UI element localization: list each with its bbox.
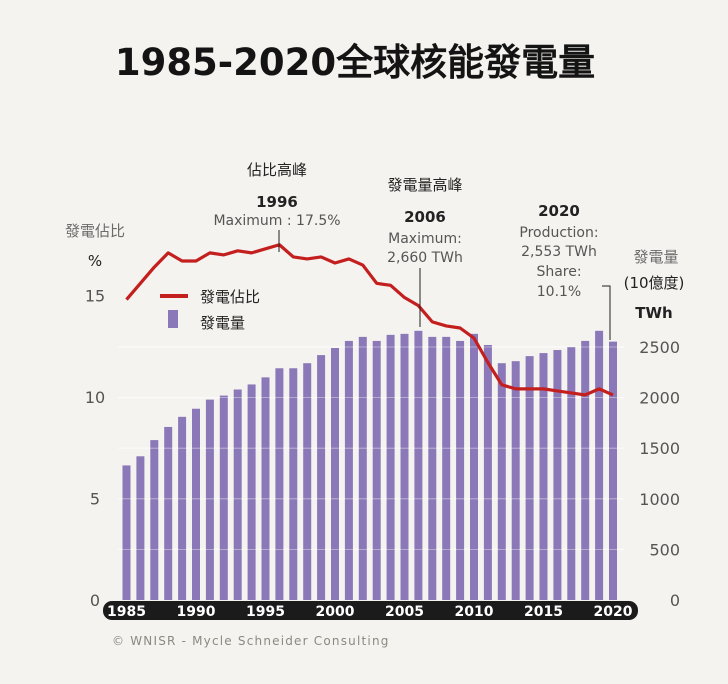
x-axis-band — [103, 601, 638, 620]
right-tick-label: 0 — [670, 591, 680, 610]
left-tick-label: 10 — [85, 388, 105, 407]
production-bar — [609, 341, 617, 600]
left-tick-label: 0 — [90, 591, 100, 610]
production-bar — [247, 384, 256, 600]
share-line — [125, 243, 614, 397]
share-line-group — [125, 243, 614, 397]
legend-bar-swatch — [168, 310, 178, 328]
legend-label-share: 發電佔比 — [200, 288, 260, 306]
production-bar — [192, 408, 200, 600]
latest-year: 2020 — [538, 202, 580, 220]
right-axis-unit: TWh — [635, 304, 672, 322]
x-axis-ticks: 1985 1990 1995 2000 2005 2010 2015 2020 — [107, 604, 633, 620]
production-bar — [525, 356, 534, 600]
production-bar — [289, 368, 298, 600]
latest-line2: 2,553 TWh — [521, 244, 597, 260]
production-bar — [303, 363, 312, 600]
left-tick-label: 15 — [85, 287, 105, 306]
production-bar — [122, 465, 131, 600]
right-tick-label: 2500 — [639, 338, 680, 357]
peak-prod-header: 發電量高峰 — [387, 176, 462, 194]
right-tick-label: 500 — [649, 540, 680, 559]
x-tick-label: 2015 — [524, 604, 563, 620]
bars-group — [118, 330, 624, 600]
x-tick-label: 2000 — [316, 604, 355, 620]
production-bar — [275, 368, 284, 600]
production-bar — [428, 336, 437, 600]
production-bar — [414, 330, 423, 600]
production-bar — [553, 350, 562, 600]
peak-prod-line2: 2,660 TWh — [387, 250, 463, 266]
right-tick-label: 1000 — [639, 490, 680, 509]
x-tick-label: 1985 — [107, 604, 146, 620]
x-tick-label: 1995 — [246, 604, 285, 620]
production-bar — [178, 416, 187, 600]
right-tick-label: 2000 — [639, 389, 680, 408]
annotation-2020: 2020 Production: 2,553 TWh Share: 10.1% — [519, 202, 611, 340]
x-tick-label: 2005 — [385, 604, 424, 620]
x-tick-label: 2020 — [594, 604, 633, 620]
production-bar — [317, 355, 326, 600]
production-bar — [483, 344, 492, 600]
production-bar — [150, 440, 159, 600]
production-bar — [539, 353, 548, 600]
production-bar — [595, 330, 604, 600]
production-bar — [261, 377, 270, 600]
production-bar — [219, 395, 228, 600]
production-bar — [511, 361, 520, 600]
production-bar — [442, 336, 451, 600]
annotation-peak-production: 發電量高峰 2006 Maximum: 2,660 TWh — [387, 176, 463, 327]
production-bar — [372, 340, 381, 600]
production-bar — [136, 456, 145, 600]
production-bar — [567, 347, 576, 600]
production-bar — [497, 363, 506, 600]
right-axis-label: 發電量 — [633, 248, 678, 266]
latest-line3: Share: — [536, 264, 581, 280]
axis-ticks: 0 5 10 15 0 500 1000 1500 2000 2500 — [85, 287, 680, 611]
x-tick-label: 2010 — [455, 604, 494, 620]
right-tick-label: 1500 — [639, 439, 680, 458]
peak-share-text: Maximum : 17.5% — [213, 213, 340, 229]
production-bar — [470, 333, 478, 600]
left-axis-label: 發電佔比 — [65, 222, 125, 240]
latest-line4: 10.1% — [537, 284, 581, 300]
production-bar — [233, 389, 242, 600]
production-bar — [344, 340, 353, 600]
peak-share-year: 1996 — [256, 193, 298, 211]
peak-prod-year: 2006 — [404, 208, 446, 226]
production-bar — [456, 340, 465, 600]
production-bar — [164, 426, 173, 600]
x-tick-label: 1990 — [177, 604, 216, 620]
production-bar — [358, 336, 367, 600]
production-bar — [331, 348, 339, 600]
legend-label-production: 發電量 — [200, 314, 245, 332]
latest-line1: Production: — [519, 225, 598, 241]
latest-pointer — [602, 285, 611, 340]
left-tick-label: 5 — [90, 490, 100, 509]
left-axis-unit: % — [88, 252, 102, 270]
right-axis-sublabel: (10億度) — [624, 274, 685, 292]
chart-title: 1985-2020全球核能發電量 — [115, 41, 595, 84]
copyright: © WNISR - Mycle Schneider Consulting — [112, 634, 390, 648]
peak-share-header: 佔比高峰 — [247, 161, 307, 179]
production-bar — [386, 334, 395, 600]
legend: 發電佔比 發電量 — [160, 288, 260, 332]
annotation-peak-share: 佔比高峰 1996 Maximum : 17.5% — [213, 161, 341, 252]
production-bar — [400, 333, 409, 600]
production-bar — [205, 399, 214, 600]
peak-prod-line1: Maximum: — [388, 231, 462, 247]
production-bar — [581, 340, 590, 600]
